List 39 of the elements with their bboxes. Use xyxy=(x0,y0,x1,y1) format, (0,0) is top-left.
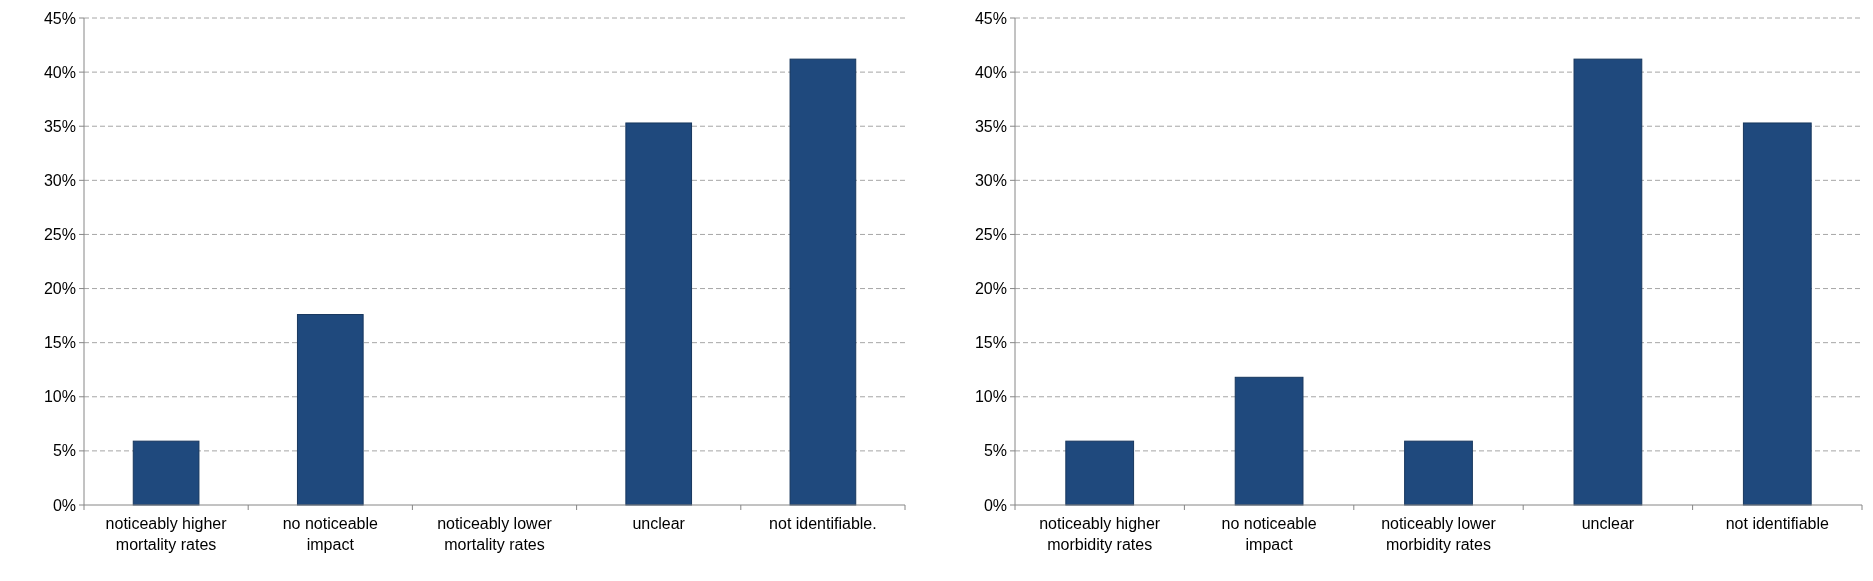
x-tick-label: no noticeable impact xyxy=(1221,515,1317,553)
y-tick-label: 45% xyxy=(43,9,76,27)
y-tick-label: 25% xyxy=(974,226,1007,244)
y-tick-label: 10% xyxy=(43,388,76,406)
bar xyxy=(132,440,200,506)
y-tick-label: 40% xyxy=(974,63,1007,81)
bar xyxy=(296,314,364,506)
y-tick-label: 15% xyxy=(43,334,76,352)
bar xyxy=(625,122,693,506)
bar xyxy=(1234,376,1304,506)
y-tick-label: 20% xyxy=(43,280,76,298)
x-tick-label: no noticeable impact xyxy=(282,515,378,553)
y-tick-label: 5% xyxy=(52,442,76,460)
y-tick-label: 0% xyxy=(983,496,1007,514)
y-tick-label: 25% xyxy=(43,226,76,244)
x-tick-label: noticeably higher mortality rates xyxy=(105,515,228,553)
bar xyxy=(1404,440,1473,506)
x-tick-label: unclear xyxy=(632,515,686,532)
x-tick-label: not identifiable xyxy=(1725,515,1829,532)
bar xyxy=(789,58,857,506)
y-tick-label: 30% xyxy=(974,171,1007,189)
x-tick-label: unclear xyxy=(1581,515,1635,532)
y-tick-label: 40% xyxy=(43,63,76,81)
y-tick-label: 20% xyxy=(974,280,1007,298)
bar xyxy=(1065,440,1135,506)
y-tick-label: 0% xyxy=(52,496,76,514)
bar xyxy=(1573,58,1643,506)
y-tick-label: 30% xyxy=(43,171,76,189)
x-tick-label: noticeably higher morbidity rates xyxy=(1039,515,1161,553)
y-tick-label: 35% xyxy=(974,117,1007,135)
y-tick-label: 5% xyxy=(983,442,1007,460)
x-tick-label: noticeably lower mortality rates xyxy=(437,515,553,553)
bar xyxy=(1742,122,1812,506)
x-tick-label: noticeably lower morbidity rates xyxy=(1381,515,1497,553)
y-tick-label: 35% xyxy=(43,117,76,135)
x-tick-label: not identifiable. xyxy=(769,515,877,532)
y-tick-label: 45% xyxy=(974,9,1007,27)
y-tick-label: 15% xyxy=(974,334,1007,352)
y-tick-label: 10% xyxy=(974,388,1007,406)
